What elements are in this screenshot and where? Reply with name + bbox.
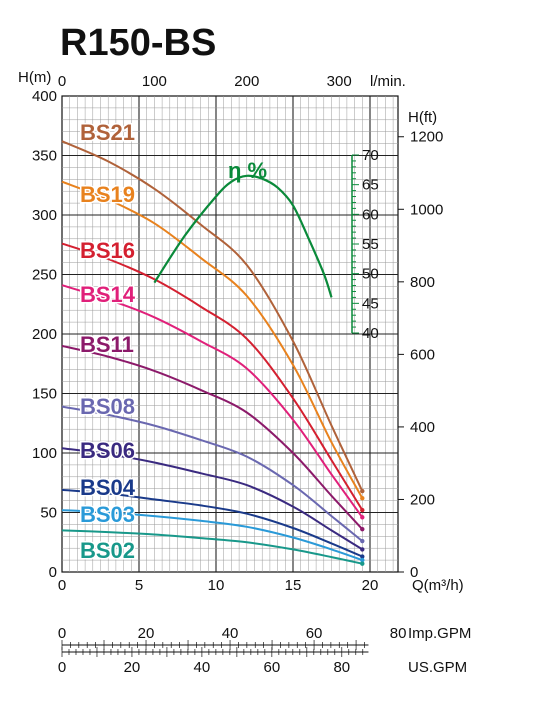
efficiency-group: 40 45 50 55 60 65 70 η % — [153, 147, 379, 342]
us-gpm-axis-tick-label: 80 — [333, 659, 350, 676]
series-end-point — [360, 488, 365, 494]
top-tick-label: 0 — [58, 73, 66, 90]
series-label-bs21: BS21 — [80, 120, 135, 145]
right-tick-label: 400 — [410, 419, 435, 436]
us-gpm-axis-tick-label: 60 — [263, 659, 280, 676]
efficiency-tick-label: 60 — [362, 206, 379, 223]
right-tick-label: 800 — [410, 274, 435, 291]
efficiency-tick-label: 55 — [362, 236, 379, 253]
imp-gpm-axis-tick-label: 20 — [138, 625, 155, 642]
y-tick-label: 300 — [32, 207, 57, 224]
top-axis-label: l/min. — [370, 73, 406, 90]
series-line-bs11 — [61, 344, 364, 530]
imp-gpm-axis-tick-label: 80 — [390, 625, 407, 642]
y-tick-label: 250 — [32, 267, 57, 284]
right-tick-label: 1000 — [410, 201, 443, 218]
us-gpm-axis-label: US.GPM — [408, 659, 467, 676]
us-gpm-axis-tick-label: 20 — [124, 659, 141, 676]
x-tick-label: 15 — [285, 577, 302, 594]
imp-gpm-axis-tick-label: 60 — [306, 625, 323, 642]
series-line-bs03 — [61, 509, 363, 562]
imp-gpm-axis-label: Imp.GPM — [408, 625, 471, 642]
series-end-point — [360, 526, 365, 532]
series-end-point — [360, 507, 365, 513]
right-tick-label: 0 — [410, 564, 418, 581]
series-line-bs02 — [61, 529, 363, 565]
efficiency-tick-label: 45 — [362, 295, 379, 312]
series-label-bs14: BS14 — [80, 282, 136, 307]
right-axis-label: H(ft) — [408, 109, 437, 126]
y-tick-label: 0 — [49, 564, 57, 581]
top-tick-label: 200 — [234, 73, 259, 90]
efficiency-label: η % — [228, 158, 267, 183]
top-tick-label: 300 — [327, 73, 352, 90]
series-label-bs06: BS06 — [80, 438, 135, 463]
series-end-point — [360, 515, 365, 520]
x-tick-label: 10 — [208, 577, 225, 594]
series-end-point — [360, 557, 365, 563]
series-end-point — [360, 538, 365, 544]
y-tick-label: 350 — [32, 148, 57, 165]
efficiency-curve — [153, 174, 333, 298]
x-axis-label: Q(m³/h) — [412, 577, 464, 594]
series-label-bs04: BS04 — [80, 475, 136, 500]
y-tick-label: 50 — [40, 505, 57, 522]
series-label-bs02: BS02 — [80, 538, 135, 563]
series-line-bs19 — [61, 180, 364, 499]
series-end-point — [360, 561, 365, 566]
series-line-bs14 — [61, 284, 364, 518]
imp-gpm-axis-tick-label: 40 — [222, 625, 239, 642]
series-line-bs06 — [61, 447, 363, 551]
us-gpm-axis-tick-label: 40 — [194, 659, 211, 676]
efficiency-tick-label: 65 — [362, 177, 379, 194]
top-tick-label: 100 — [142, 73, 167, 90]
x-tick-label: 5 — [135, 577, 143, 594]
us-gpm-axis-tick-label: 0 — [58, 659, 66, 676]
series-label-bs19: BS19 — [80, 182, 135, 207]
right-tick-label: 1200 — [410, 129, 443, 146]
efficiency-tick-label: 50 — [362, 266, 379, 283]
efficiency-tick-label: 40 — [362, 325, 379, 342]
series-line-bs21 — [61, 140, 364, 492]
series-line-bs16 — [61, 242, 364, 511]
imp-gpm-axis-tick-label: 0 — [58, 625, 66, 642]
series-end-point — [360, 554, 365, 559]
series-label-bs08: BS08 — [80, 394, 135, 419]
series-line-bs04 — [61, 488, 363, 558]
series-label-bs11: BS11 — [80, 332, 134, 357]
series-label-bs16: BS16 — [80, 238, 135, 263]
right-tick-label: 200 — [410, 491, 435, 508]
y-tick-label: 400 — [32, 88, 57, 105]
y-tick-label: 200 — [32, 326, 57, 343]
efficiency-tick-label: 70 — [362, 147, 379, 164]
right-tick-label: 600 — [410, 346, 435, 363]
x-tick-label: 20 — [362, 577, 379, 594]
y-tick-label: 150 — [32, 386, 57, 403]
y-axis-label: H(m) — [18, 69, 51, 86]
x-tick-label: 0 — [58, 577, 66, 594]
series-end-point — [360, 547, 365, 552]
y-tick-label: 100 — [32, 445, 57, 462]
chart-title: R150-BS — [60, 22, 216, 64]
series-line-bs08 — [61, 405, 363, 542]
series-end-point — [360, 496, 365, 501]
series-label-bs03: BS03 — [80, 502, 135, 527]
